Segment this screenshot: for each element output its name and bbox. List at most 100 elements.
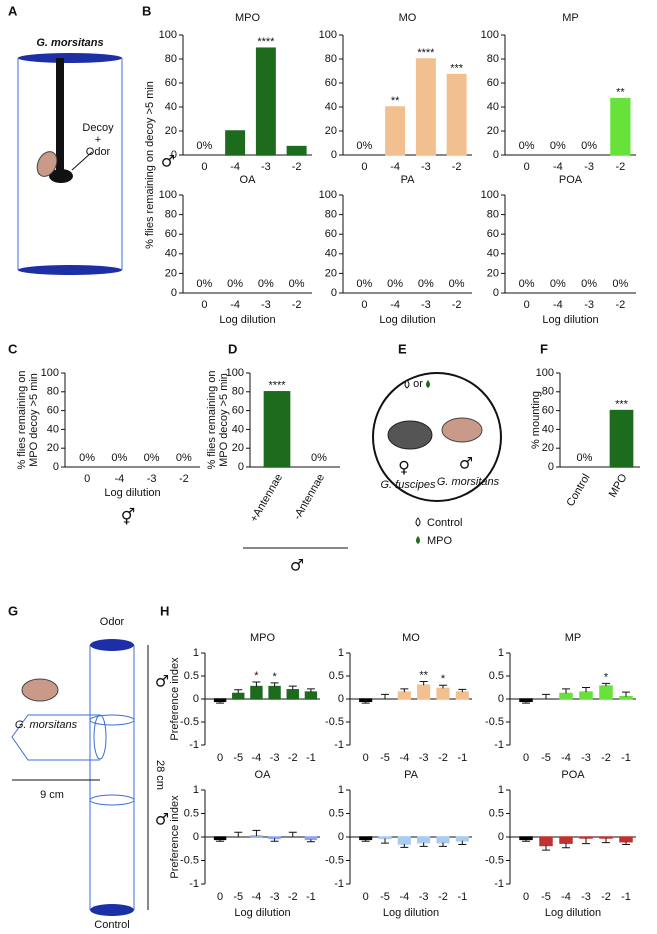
x-tick-label: -2 <box>438 752 448 764</box>
panel-label: D <box>228 341 237 356</box>
significance: * <box>441 673 446 685</box>
sex-symbol: ♂ <box>161 152 175 171</box>
value-label: 0% <box>79 452 95 464</box>
y-tick-label: -1 <box>189 739 199 751</box>
x-tick-label: -4 <box>252 752 262 764</box>
bar <box>579 691 593 700</box>
value-label: 0% <box>449 278 465 290</box>
x-tick-label: -2 <box>615 299 625 311</box>
error-bar <box>252 829 261 837</box>
y-axis-label: MPO decoy >5 min <box>28 373 40 467</box>
bar <box>359 836 373 841</box>
error-bar <box>439 684 447 689</box>
bar <box>250 685 263 700</box>
legend-label: MPO <box>427 535 453 547</box>
bar <box>436 687 450 700</box>
y-tick-label: -1 <box>189 878 199 890</box>
y-tick-label: 0 <box>338 831 344 843</box>
y-tick-label: 0 <box>493 149 499 161</box>
y-tick-label: 60 <box>487 77 499 89</box>
chart-title: PA <box>401 174 416 186</box>
value-label: 0% <box>227 278 243 290</box>
error-bar <box>419 681 428 686</box>
y-tick-label: 0 <box>53 461 59 473</box>
panel-label: E <box>398 341 407 356</box>
tube-top <box>90 639 134 651</box>
y-tick-label: 0.5 <box>329 670 344 682</box>
x-tick-label: MPO <box>607 472 630 500</box>
error-bar <box>306 839 315 843</box>
bar <box>455 836 469 842</box>
x-tick-label: -2 <box>452 299 462 311</box>
bar <box>455 691 469 700</box>
y-tick-label: -0.5 <box>485 854 504 866</box>
error-bar <box>381 693 389 699</box>
bar <box>559 692 573 700</box>
error-bar <box>234 831 243 837</box>
y-tick-label: 0.5 <box>489 807 504 819</box>
arena <box>372 372 502 502</box>
error-bar <box>562 688 570 694</box>
x-tick-label: -4 <box>553 161 563 173</box>
chart-title: MP <box>562 12 579 24</box>
y-tick-label: 100 <box>159 29 177 41</box>
x-tick-label: -4 <box>252 891 262 903</box>
odor-label: Odor <box>100 616 125 628</box>
x-tick-label: -4 <box>399 752 409 764</box>
x-axis-label: Log dilution <box>542 314 598 326</box>
error-bar <box>306 688 315 693</box>
x-axis-label: Log dilution <box>379 314 435 326</box>
y-tick-label: 0 <box>193 693 199 705</box>
species-label: G. morsitans <box>15 719 78 731</box>
y-tick-label: 60 <box>47 405 59 417</box>
error-bar <box>270 838 279 842</box>
x-tick-label: -1 <box>306 752 316 764</box>
x-tick-label: -4 <box>390 161 400 173</box>
bar <box>268 836 281 840</box>
y-axis-label: MPO decoy >5 min <box>218 373 230 467</box>
drop-control <box>404 379 410 389</box>
value-label: 0% <box>581 140 597 152</box>
y-tick-label: 40 <box>487 248 499 260</box>
bar <box>609 409 634 468</box>
error-bar <box>582 687 590 693</box>
error-bar <box>562 843 570 849</box>
x-tick-label: -3 <box>419 891 429 903</box>
value-label: 0% <box>519 140 535 152</box>
y-tick-label: 20 <box>325 267 337 279</box>
diagram-e: or ♀ ♂ G. fuscipes G. morsitans Control … <box>372 372 502 547</box>
x-tick-label: -2 <box>288 891 298 903</box>
y-tick-label: 80 <box>165 209 177 221</box>
x-tick-label: -2 <box>179 473 189 485</box>
species-right: G. morsitans <box>437 476 500 488</box>
width-label: 9 cm <box>40 789 64 801</box>
bar <box>417 684 431 700</box>
y-tick-label: 0.5 <box>489 670 504 682</box>
y-tick-label: 80 <box>487 209 499 221</box>
x-tick-label: -3 <box>581 891 591 903</box>
bar <box>539 836 553 847</box>
error-bar <box>400 688 409 693</box>
bar <box>610 97 631 156</box>
side-arm <box>11 714 100 761</box>
significance: * <box>604 671 609 683</box>
chart-title: MO <box>399 12 417 24</box>
y-tick-label: 60 <box>487 228 499 240</box>
significance: ** <box>419 669 428 681</box>
bar <box>579 836 593 839</box>
significance: **** <box>257 36 275 48</box>
x-tick-label: Control <box>564 472 592 509</box>
panel-labels: A B C D E F G H <box>8 3 548 618</box>
y-tick-label: 0.5 <box>329 807 344 819</box>
bar <box>397 691 411 700</box>
x-axis-label: Log dilution <box>383 907 439 919</box>
bar <box>519 836 533 841</box>
fly <box>21 678 59 702</box>
y-tick-label: -0.5 <box>325 854 344 866</box>
y-tick-label: -0.5 <box>325 716 344 728</box>
y-tick-label: 60 <box>232 405 244 417</box>
sex-symbol: ♂ <box>155 672 169 691</box>
chart-title: OA <box>240 174 257 186</box>
x-tick-label: -3 <box>419 752 429 764</box>
x-tick-label: -1 <box>621 891 631 903</box>
